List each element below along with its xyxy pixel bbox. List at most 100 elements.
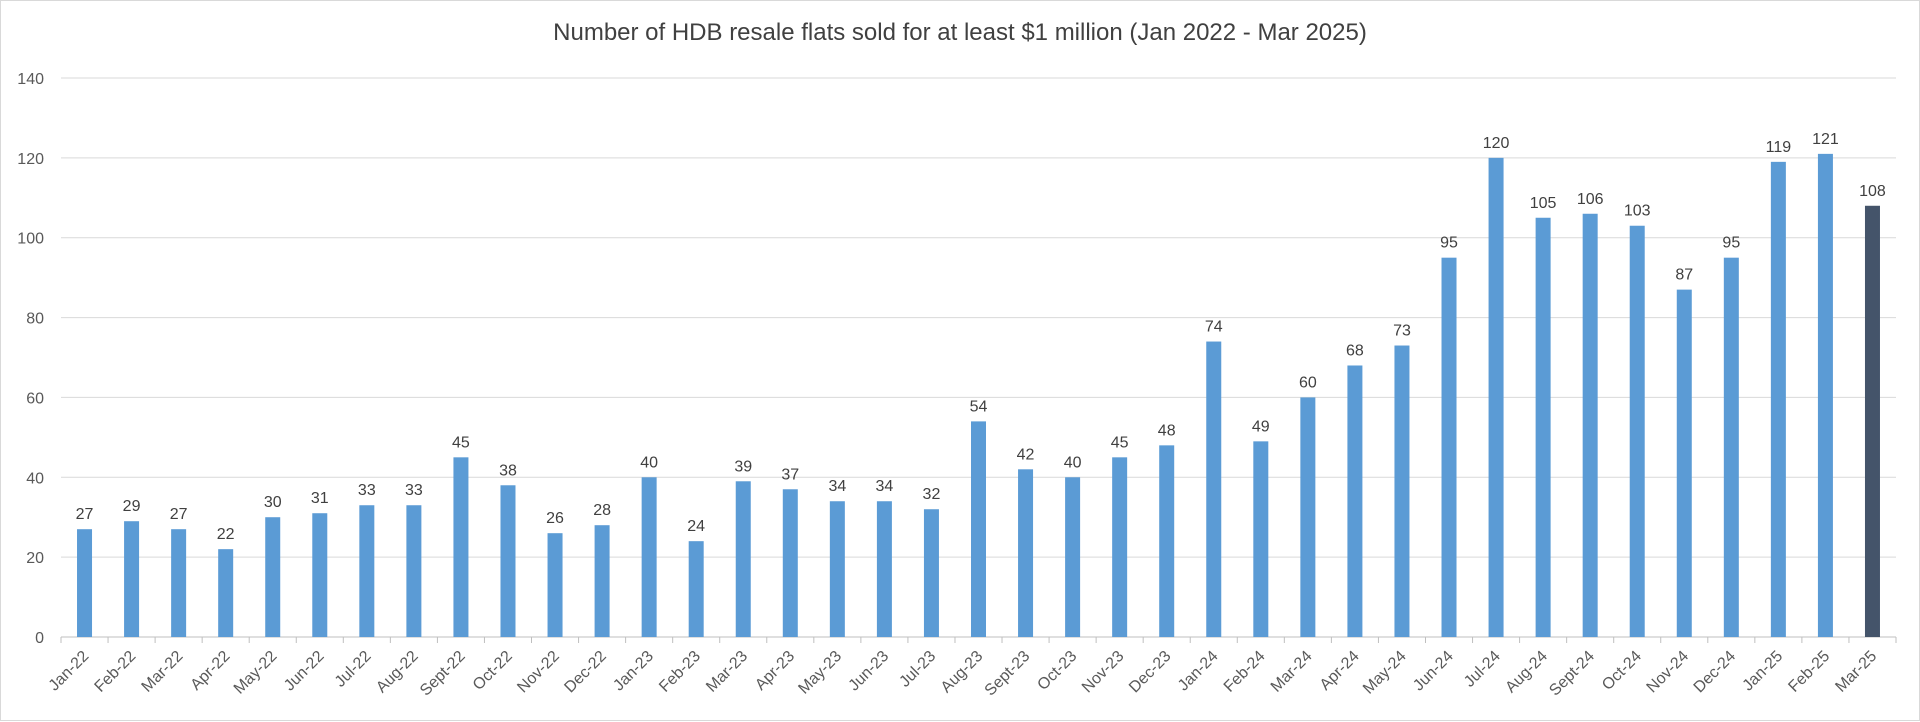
data-label: 87 (1675, 267, 1693, 284)
bar (77, 529, 93, 637)
x-tick-label: May-24 (1360, 648, 1410, 698)
x-tick-label: Sept-22 (417, 648, 469, 700)
y-tick-label: 0 (35, 630, 44, 647)
data-label: 26 (546, 510, 564, 527)
data-label: 27 (170, 506, 188, 523)
data-label: 30 (264, 494, 282, 511)
bar (1065, 477, 1081, 637)
data-label: 121 (1812, 131, 1839, 148)
bar (1864, 205, 1880, 637)
bar (782, 489, 798, 637)
x-tick-label: Nov-23 (1079, 648, 1128, 697)
data-label: 106 (1577, 191, 1604, 208)
x-tick-label: Sept-24 (1546, 648, 1598, 700)
bar (1582, 213, 1598, 637)
x-tick-label: Jul-23 (896, 648, 939, 691)
data-label: 119 (1766, 139, 1792, 156)
bar (1206, 341, 1222, 637)
data-label: 73 (1393, 323, 1411, 340)
x-tick-label: Jul-22 (332, 648, 375, 691)
bar (829, 501, 845, 637)
data-label: 37 (781, 466, 799, 483)
x-tick-label: Apr-23 (752, 648, 798, 694)
bar (688, 541, 704, 637)
bar (1347, 365, 1363, 637)
data-label: 34 (828, 478, 846, 495)
bar (1488, 157, 1504, 637)
data-label: 49 (1252, 418, 1270, 435)
x-tick-label: Mar-22 (139, 648, 187, 696)
y-tick-label: 20 (26, 550, 44, 567)
bar (1112, 457, 1128, 637)
bar (594, 525, 610, 637)
x-tick-label: Jun-23 (846, 648, 893, 695)
x-tick-label: Feb-23 (656, 648, 704, 696)
x-tick-label: Nov-24 (1644, 648, 1693, 697)
data-label: 60 (1299, 374, 1317, 391)
data-label: 45 (1111, 434, 1129, 451)
data-label: 95 (1722, 235, 1740, 252)
x-tick-label: Oct-23 (1034, 648, 1080, 694)
x-tick-label: Apr-22 (188, 648, 234, 694)
bar (1253, 441, 1269, 637)
bar (218, 549, 234, 637)
x-tick-label: Mar-24 (1268, 648, 1316, 696)
bar (876, 501, 892, 637)
bar (1441, 257, 1457, 637)
data-label: 68 (1346, 342, 1364, 359)
bar (735, 481, 751, 637)
data-label: 45 (452, 434, 470, 451)
bar (171, 529, 187, 637)
x-tick-label: Jan-24 (1175, 648, 1222, 695)
bar (1394, 345, 1410, 637)
x-tick-label: Jul-24 (1461, 648, 1504, 691)
data-label: 29 (123, 498, 141, 515)
x-tick-label: Feb-25 (1785, 648, 1833, 696)
y-tick-label: 60 (26, 390, 44, 407)
bar (1300, 397, 1316, 637)
data-label: 28 (593, 502, 611, 519)
data-label: 24 (687, 518, 705, 535)
y-tick-label: 120 (17, 151, 44, 168)
data-label: 40 (640, 454, 658, 471)
x-tick-label: Dec-22 (561, 648, 610, 697)
x-tick-label: May-23 (795, 648, 845, 698)
bar (547, 533, 563, 637)
bar (1723, 257, 1739, 637)
data-label: 27 (76, 506, 94, 523)
bar (406, 505, 422, 637)
x-tick-label: Mar-25 (1832, 648, 1880, 696)
x-tick-label: Dec-24 (1691, 648, 1740, 697)
bar (453, 457, 469, 637)
data-label: 42 (1017, 446, 1035, 463)
bar (359, 505, 375, 637)
x-tick-label: Apr-24 (1317, 648, 1363, 694)
bar (1018, 469, 1034, 637)
x-tick-label: Feb-24 (1221, 648, 1269, 696)
data-label: 103 (1624, 203, 1651, 220)
x-tick-label: Aug-24 (1502, 648, 1551, 697)
x-tick-label: Nov-22 (514, 648, 563, 697)
x-tick-label: Mar-23 (703, 648, 751, 696)
data-label: 34 (875, 478, 893, 495)
chart-title: Number of HDB resale flats sold for at l… (553, 19, 1367, 46)
data-label: 33 (358, 482, 376, 499)
bar (971, 421, 986, 637)
bar (1817, 153, 1833, 637)
x-tick-label: Jan-23 (610, 648, 657, 695)
x-tick-label: Sept-23 (982, 648, 1034, 700)
data-label: 95 (1440, 235, 1458, 252)
x-tick-label: May-22 (231, 648, 281, 698)
x-tick-label: Jun-22 (281, 648, 328, 695)
x-tick-label: Aug-22 (373, 648, 422, 697)
y-tick-label: 80 (26, 311, 44, 328)
x-tick-label: Dec-23 (1126, 648, 1175, 697)
y-tick-label: 40 (26, 470, 44, 487)
data-label: 39 (734, 458, 752, 475)
data-label: 38 (499, 462, 517, 479)
bar (1629, 225, 1645, 637)
bar (1676, 289, 1692, 637)
y-tick-label: 100 (17, 231, 44, 248)
